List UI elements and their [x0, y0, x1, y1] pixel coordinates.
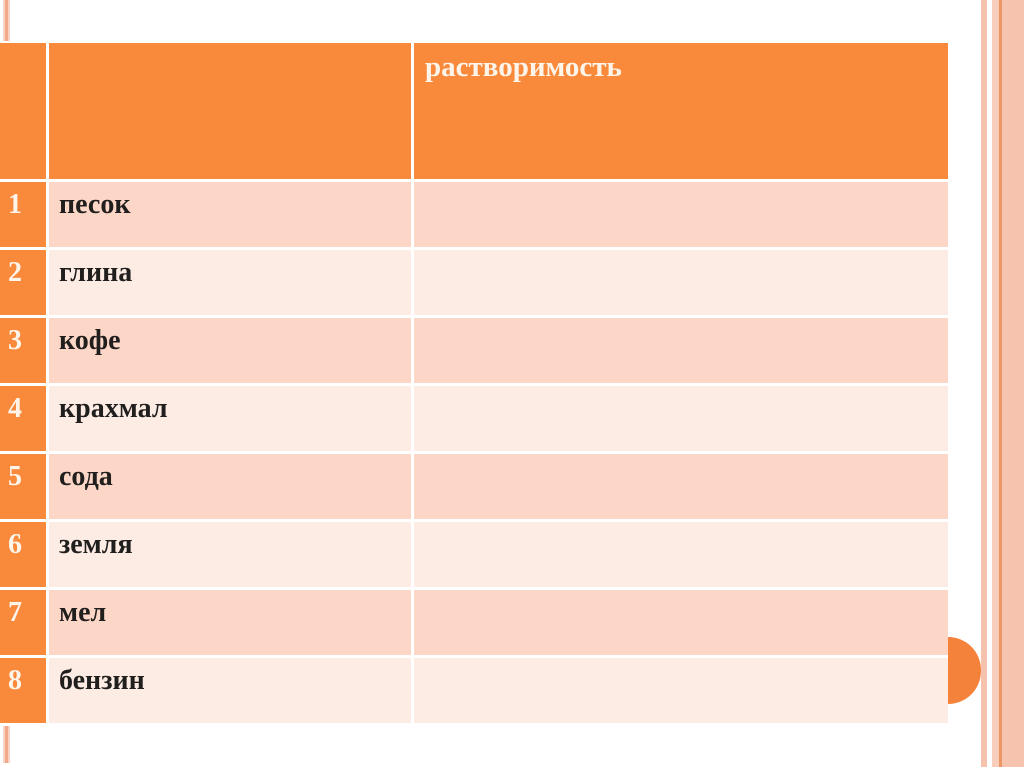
slide-marker-semicircle-icon [948, 637, 981, 704]
substance-name: песок [49, 182, 411, 247]
right-edge-band-wide [1002, 0, 1024, 767]
row-number: 1 [0, 182, 46, 247]
stripe-band [8, 726, 10, 763]
right-edge-band-line [999, 0, 1002, 767]
header-cell-solubility: растворимость [414, 43, 948, 179]
solubility-value [414, 182, 948, 247]
stripe-band [8, 0, 10, 41]
left-bottom-edge-stripes [3, 726, 10, 763]
solubility-value [414, 250, 948, 315]
row-number: 3 [0, 318, 46, 383]
substance-name: крахмал [49, 386, 411, 451]
substances-solubility-table: растворимость 1 песок 2 глина 3 кофе 4 к… [0, 43, 948, 723]
header-cell-number [0, 43, 46, 179]
solubility-value [414, 658, 948, 723]
substance-name: глина [49, 250, 411, 315]
solubility-value [414, 454, 948, 519]
stripe-band [3, 726, 5, 763]
row-number: 5 [0, 454, 46, 519]
row-number: 8 [0, 658, 46, 723]
stripe-band [5, 0, 8, 41]
row-number: 6 [0, 522, 46, 587]
solubility-value [414, 590, 948, 655]
row-number: 4 [0, 386, 46, 451]
substance-name: сода [49, 454, 411, 519]
row-number: 2 [0, 250, 46, 315]
stripe-band [3, 0, 5, 41]
right-edge-thin-stripe [981, 0, 987, 767]
right-edge-band-light [992, 0, 999, 767]
solubility-value [414, 318, 948, 383]
header-cell-substance [49, 43, 411, 179]
row-number: 7 [0, 590, 46, 655]
left-top-edge-stripes [3, 0, 10, 41]
substance-name: бензин [49, 658, 411, 723]
stripe-band [5, 726, 8, 763]
substance-name: мел [49, 590, 411, 655]
substance-name: кофе [49, 318, 411, 383]
solubility-value [414, 386, 948, 451]
solubility-value [414, 522, 948, 587]
substance-name: земля [49, 522, 411, 587]
